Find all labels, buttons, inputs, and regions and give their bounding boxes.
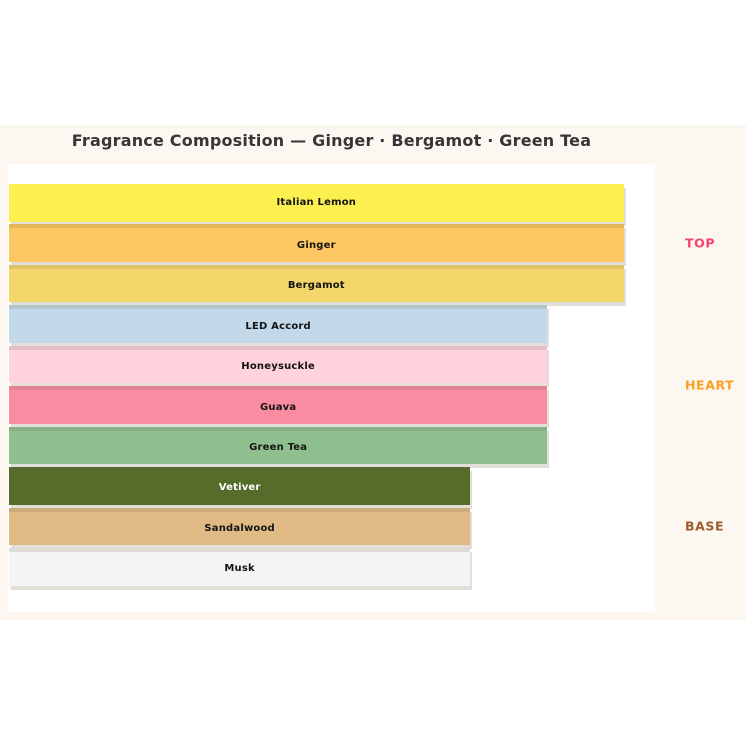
bar-italian-lemon: Italian Lemon [9,184,624,222]
bar-label: Italian Lemon [276,197,357,209]
bar-honeysuckle: Honeysuckle [9,345,548,384]
bar-label: Vetiver [218,482,261,494]
bar-label: Honeysuckle [241,361,315,373]
bar-musk: Musk [9,548,471,586]
group-label-base: BASE [685,518,725,534]
bar-sandalwood: Sandalwood [9,507,471,546]
bar-green-tea: Green Tea [9,426,548,465]
plot-area: Italian Lemon Ginger Bergamot LED Accord Hon… [8,164,655,612]
group-label-heart: HEART [685,377,735,393]
chart-title: Fragrance Composition — Ginger · Bergamo… [71,131,592,150]
bar-label: Guava [259,401,297,413]
bar-guava: Guava [9,386,548,424]
bar-ginger: Ginger [9,224,624,263]
bar-label: Green Tea [249,441,308,453]
group-label-top: TOP [685,235,716,251]
bar-label: LED Accord [245,320,311,332]
fragrance-composition-figure: Fragrance Composition — Ginger · Bergamo… [0,125,746,620]
bar-label: Ginger [296,239,336,251]
bar-label: Bergamot [287,280,345,292]
bar-led-accord: LED Accord [9,305,548,343]
bar-bergamot: Bergamot [9,264,624,303]
bar-label: Musk [224,563,255,575]
bar-vetiver: Vetiver [9,467,471,505]
bar-label: Sandalwood [204,522,275,534]
